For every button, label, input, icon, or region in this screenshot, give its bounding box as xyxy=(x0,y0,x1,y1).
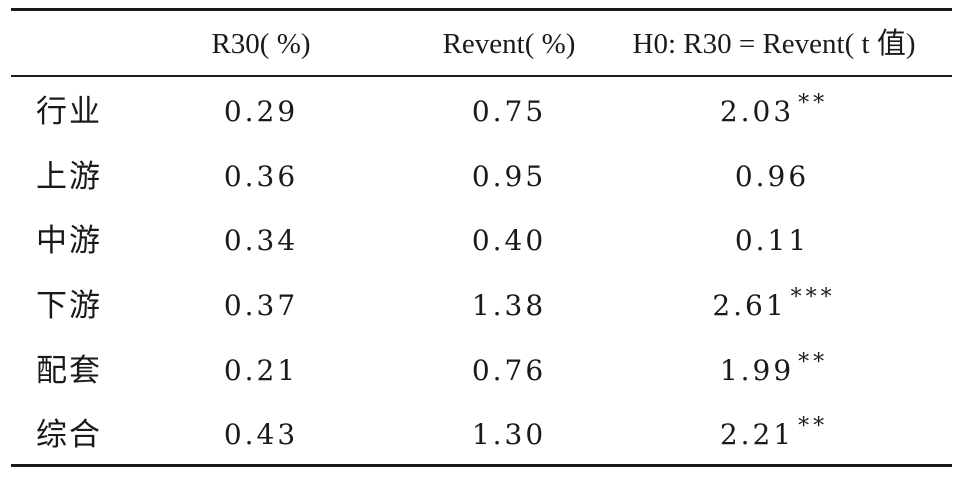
revent-value: 1.38 xyxy=(471,289,547,322)
table-row: 配套 0.21 0.76 1.99 ** xyxy=(11,339,952,403)
r30-value: 0.21 xyxy=(223,354,299,387)
t-value: 2.21 xyxy=(719,418,795,451)
r30-value: 0.37 xyxy=(223,289,299,322)
table-bottom-rule xyxy=(11,464,952,467)
t-value: 2.61 xyxy=(712,289,787,322)
r30-value: 0.36 xyxy=(223,160,299,193)
t-value: 0.96 xyxy=(734,160,810,193)
t-value-cell: 2.03 ** xyxy=(609,80,939,144)
revent-value: 0.75 xyxy=(471,95,547,128)
significance-stars: ** xyxy=(798,414,829,439)
row-label: 中游 xyxy=(36,223,102,259)
table-row: 下游 0.37 1.38 2.61 *** xyxy=(11,274,952,338)
significance-stars: ** xyxy=(798,91,829,116)
row-label: 综合 xyxy=(36,417,102,453)
table-row: 上游 0.36 0.95 0.96 xyxy=(11,145,952,209)
header-cell-t-value: H0: R30 = Revent( t 值) xyxy=(632,28,916,60)
significance-stars: ** xyxy=(798,350,829,375)
r30-value: 0.43 xyxy=(223,418,299,451)
table-row: 综合 0.43 1.30 2.21 ** xyxy=(11,403,952,467)
header-cell-r30: R30( %) xyxy=(211,28,311,60)
t-value: 2.03 xyxy=(719,95,795,128)
t-value-cell: 0.11 xyxy=(609,209,939,273)
r30-value: 0.29 xyxy=(223,95,299,128)
t-value-cell: 2.21 ** xyxy=(609,403,939,467)
t-value-cell: 1.99 ** xyxy=(609,339,939,403)
header-cell-revent: Revent( %) xyxy=(442,28,576,60)
table-header-row: R30( %) Revent( %) H0: R30 = Revent( t 值… xyxy=(11,12,952,76)
results-table: R30( %) Revent( %) H0: R30 = Revent( t 值… xyxy=(11,8,952,468)
significance-stars: *** xyxy=(790,285,836,310)
row-label: 行业 xyxy=(36,94,102,130)
table-row: 中游 0.34 0.40 0.11 xyxy=(11,209,952,273)
table-top-rule xyxy=(11,8,952,11)
row-label: 上游 xyxy=(36,159,102,195)
row-label: 配套 xyxy=(36,353,102,389)
revent-value: 0.95 xyxy=(471,160,547,193)
t-value-cell: 0.96 xyxy=(609,145,939,209)
revent-value: 0.76 xyxy=(471,354,547,387)
r30-value: 0.34 xyxy=(223,224,299,257)
row-label: 下游 xyxy=(36,288,102,324)
t-value: 1.99 xyxy=(719,354,795,387)
revent-value: 0.40 xyxy=(471,224,547,257)
table-header-rule xyxy=(11,75,952,77)
table-row: 行业 0.29 0.75 2.03 ** xyxy=(11,80,952,144)
t-value-cell: 2.61 *** xyxy=(609,274,939,338)
revent-value: 1.30 xyxy=(471,418,547,451)
t-value: 0.11 xyxy=(734,224,810,257)
